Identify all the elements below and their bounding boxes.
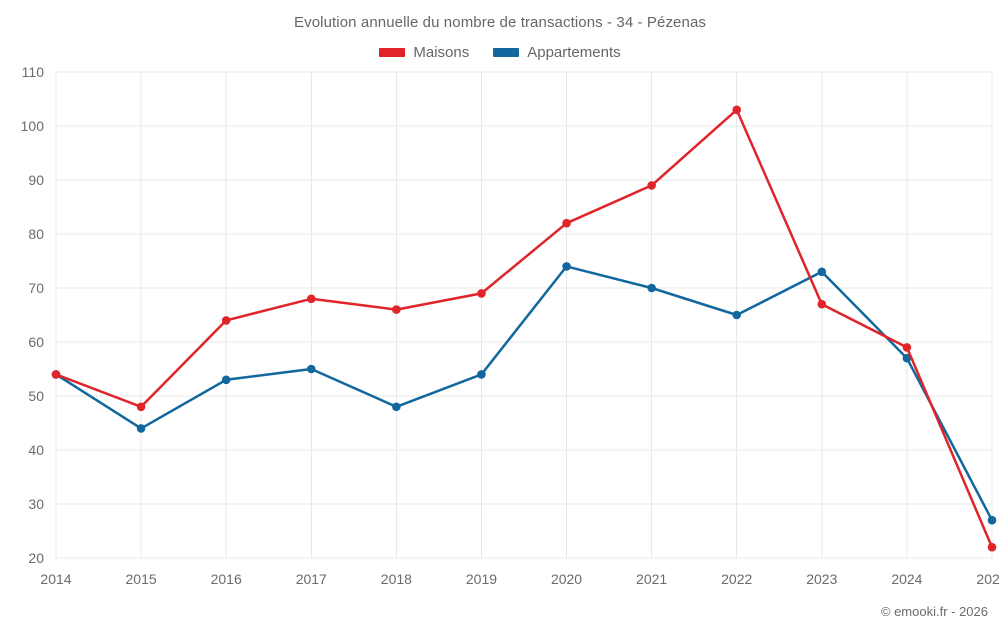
data-point-marker[interactable] (902, 343, 912, 352)
y-axis-tick-label: 110 (22, 64, 45, 80)
data-point-marker[interactable] (732, 105, 742, 115)
data-series-appartements (51, 262, 997, 525)
x-axis-tick-label: 2016 (211, 571, 242, 587)
data-point-marker[interactable] (136, 402, 146, 412)
data-series-maisons (51, 105, 997, 552)
x-axis-tick-label: 2018 (381, 571, 412, 587)
data-point-marker[interactable] (136, 424, 146, 433)
x-axis-tick-label: 2023 (806, 571, 837, 587)
data-point-marker[interactable] (392, 402, 401, 412)
series-layer (51, 105, 997, 552)
data-point-marker[interactable] (477, 289, 486, 298)
data-point-marker[interactable] (562, 262, 571, 271)
data-point-marker[interactable] (647, 283, 656, 293)
x-axis-tick-labels: 2014 2015 2016 2017 2018 2019 2020 2021 2022 2023… (40, 571, 1000, 587)
y-axis-tick-label: 40 (28, 442, 44, 458)
data-point-marker[interactable] (306, 294, 316, 304)
data-point-marker[interactable] (51, 370, 61, 379)
chart-legend: Maisons Appartements (0, 44, 1000, 61)
legend-item-appartements[interactable]: Appartements (493, 44, 621, 61)
line-swatch-icon (379, 48, 406, 57)
y-gridlines (56, 71, 992, 559)
data-point-marker[interactable] (221, 316, 231, 325)
x-axis-tick-label: 2024 (891, 571, 922, 587)
data-point-marker[interactable] (732, 310, 742, 320)
x-axis-tick-label: 2015 (126, 571, 157, 587)
x-axis-tick-label: 2014 (40, 571, 71, 587)
x-gridlines (55, 72, 993, 558)
data-point-marker[interactable] (221, 375, 231, 385)
chart-title: Evolution annuelle du nombre de transact… (294, 14, 706, 31)
y-axis-tick-label: 30 (28, 496, 44, 512)
y-axis-tick-label: 90 (28, 172, 44, 188)
y-axis-tick-labels: 20 30 40 50 60 70 80 90 100 110 (21, 64, 45, 566)
x-axis-tick-label: 2020 (551, 571, 582, 587)
series-line (54, 265, 994, 522)
y-axis-tick-label: 50 (28, 388, 44, 404)
data-point-marker[interactable] (562, 218, 571, 228)
data-point-marker[interactable] (477, 370, 486, 379)
data-point-marker[interactable] (647, 181, 656, 190)
legend-item-maisons[interactable]: Maisons (379, 44, 469, 61)
y-axis-tick-label: 100 (21, 118, 45, 134)
data-point-marker[interactable] (306, 364, 316, 374)
x-axis-tick-label: 2019 (466, 571, 497, 587)
data-point-marker[interactable] (817, 267, 827, 277)
legend-item-label: Maisons (413, 44, 470, 61)
data-point-marker[interactable] (817, 299, 827, 309)
y-axis-tick-label: 80 (28, 226, 44, 242)
copyright-footer: © emooki.fr - 2026 (880, 604, 988, 619)
line-swatch-icon (493, 48, 520, 57)
x-axis-tick-label: 2017 (296, 571, 327, 587)
data-point-marker[interactable] (987, 515, 997, 525)
x-axis-tick-label: 2021 (636, 571, 667, 587)
y-axis-tick-label: 70 (28, 280, 44, 296)
y-axis-tick-label: 60 (28, 334, 44, 350)
x-axis-tick-label: 2025 (976, 571, 1000, 587)
legend-item-label: Appartements (527, 44, 621, 61)
y-axis-tick-label: 20 (28, 550, 44, 566)
series-line (54, 108, 994, 549)
data-point-marker[interactable] (392, 305, 401, 314)
data-point-marker[interactable] (902, 353, 912, 363)
x-axis-tick-label: 2022 (721, 571, 752, 587)
data-point-marker[interactable] (987, 542, 997, 552)
